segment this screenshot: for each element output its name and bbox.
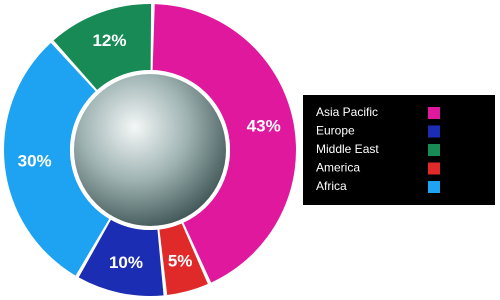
slice	[159, 223, 208, 295]
globe	[74, 74, 226, 226]
slice-label: 5%	[168, 252, 193, 271]
legend-swatch	[428, 125, 440, 138]
legend-label: Africa	[316, 179, 347, 193]
legend-label: Asia Pacific	[316, 105, 378, 119]
slice	[53, 4, 152, 90]
legend-swatch	[428, 181, 440, 193]
slice-label: 10%	[109, 253, 143, 272]
donut: 43% 5% 10% 30% 12%	[3, 4, 296, 296]
legend-label: America	[316, 161, 360, 175]
legend-swatch	[428, 107, 440, 119]
slice-label: 12%	[92, 31, 126, 50]
legend-box	[303, 95, 495, 205]
slice-label: 30%	[18, 152, 52, 171]
slice	[152, 4, 296, 283]
legend-swatch	[428, 162, 440, 175]
slice	[78, 219, 164, 296]
slice	[3, 42, 110, 276]
legend: Asia Pacific Europe Middle East America Afri…	[316, 105, 440, 193]
slice-label: 43%	[247, 116, 281, 135]
legend-label: Middle East	[316, 142, 379, 156]
legend-swatch	[428, 144, 440, 156]
legend-label: Europe	[316, 124, 355, 138]
